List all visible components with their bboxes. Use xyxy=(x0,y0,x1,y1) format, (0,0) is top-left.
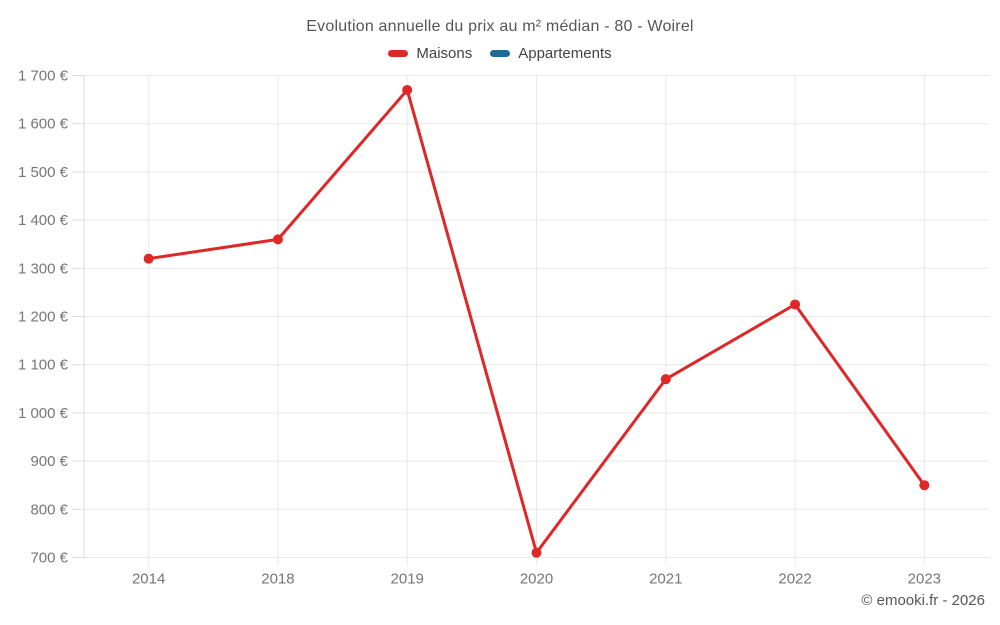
x-axis-label: 2020 xyxy=(520,571,553,588)
legend-label-appartements: Appartements xyxy=(518,45,612,62)
data-point-maisons-2022[interactable] xyxy=(790,299,801,310)
data-point-maisons-2014[interactable] xyxy=(143,253,154,264)
legend-swatch-maisons xyxy=(388,50,409,57)
legend-label-maisons: Maisons xyxy=(416,45,473,62)
y-axis-label: 900 € xyxy=(30,453,68,470)
x-axis-label: 2019 xyxy=(391,571,424,588)
y-axis-label: 700 € xyxy=(30,550,68,567)
y-axis-label: 1 600 € xyxy=(18,116,69,133)
y-axis-label: 1 400 € xyxy=(18,212,69,229)
y-axis-label: 1 000 € xyxy=(18,405,69,422)
y-axis-label: 1 300 € xyxy=(18,260,69,277)
x-axis-label: 2021 xyxy=(649,571,682,588)
y-axis-label: 800 € xyxy=(30,501,68,518)
legend-swatch-appartements xyxy=(490,50,511,57)
y-axis-label: 1 500 € xyxy=(18,164,69,181)
y-axis-label: 1 100 € xyxy=(18,357,69,374)
x-axis-label: 2022 xyxy=(778,571,811,588)
x-axis-label: 2023 xyxy=(908,571,941,588)
y-axis-label: 1 200 € xyxy=(18,309,69,326)
y-axis-label: 1 700 € xyxy=(18,68,69,85)
legend-item-maisons[interactable]: Maisons xyxy=(388,45,472,62)
x-axis-label: 2014 xyxy=(132,571,165,588)
data-point-maisons-2019[interactable] xyxy=(402,84,413,95)
data-point-maisons-2020[interactable] xyxy=(531,547,542,558)
chart-title: Evolution annuelle du prix au m² médian … xyxy=(306,18,694,35)
copyright-text: © emooki.fr - 2026 xyxy=(861,592,985,609)
chart-legend: Maisons Appartements xyxy=(0,45,1000,62)
data-point-maisons-2023[interactable] xyxy=(919,480,930,491)
data-point-maisons-2018[interactable] xyxy=(272,234,283,245)
legend-item-appartements[interactable]: Appartements xyxy=(490,45,612,62)
x-axis-label: 2018 xyxy=(261,571,294,588)
data-point-maisons-2021[interactable] xyxy=(660,374,671,385)
